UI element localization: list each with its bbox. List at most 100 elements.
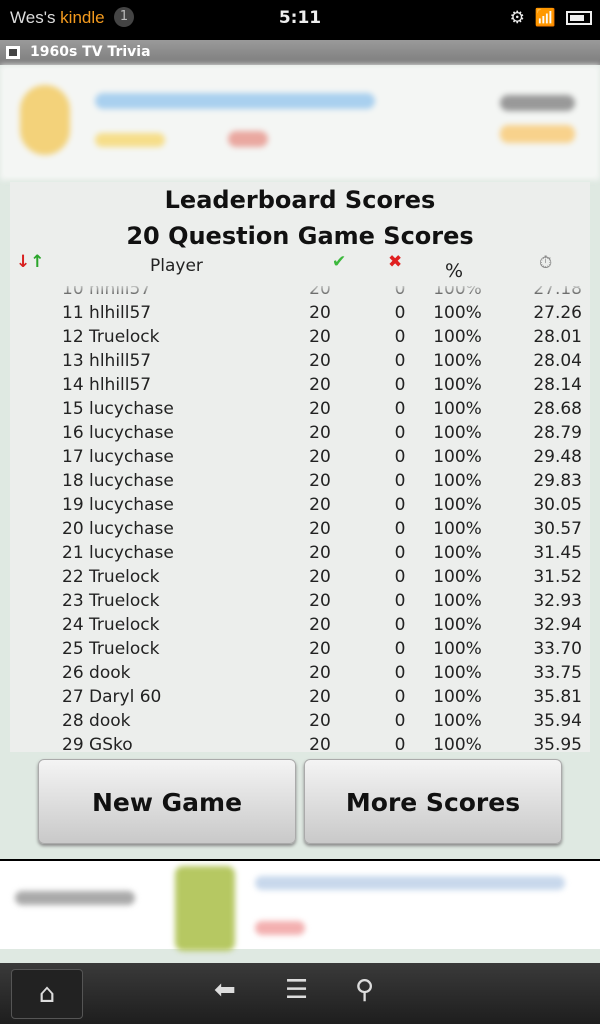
rank: 28 — [62, 711, 84, 731]
cell-correct: 20 — [309, 351, 331, 371]
cell-wrong: 0 — [394, 639, 406, 659]
bottom-ad-banner[interactable] — [0, 859, 600, 951]
app-title-bar: 1960s TV Trivia — [0, 40, 600, 65]
settings-gear-icon[interactable]: ⚙ — [509, 8, 525, 28]
player-name: lucychase — [89, 447, 174, 467]
table-row: 25 Truelock 20 0 100% 33.70 — [10, 637, 590, 661]
cell-wrong: 0 — [394, 591, 406, 611]
cell-percent: 100% — [433, 711, 482, 731]
top-ad-banner[interactable] — [0, 65, 600, 180]
stopwatch-icon[interactable]: ⏱ — [539, 253, 553, 273]
rank: 20 — [62, 519, 84, 539]
rank: 24 — [62, 615, 84, 635]
cell-wrong: 0 — [394, 519, 406, 539]
player-name: lucychase — [89, 495, 174, 515]
cell-wrong: 0 — [394, 303, 406, 323]
table-row: 18 lucychase 20 0 100% 29.83 — [10, 469, 590, 493]
back-arrow-icon[interactable]: ⬅ — [214, 975, 236, 1005]
column-header-player[interactable]: Player — [150, 256, 203, 276]
cell-wrong: 0 — [394, 711, 406, 731]
player-name: Truelock — [89, 639, 160, 659]
table-row: 17 lucychase 20 0 100% 29.48 — [10, 445, 590, 469]
cell-rank: 22 Truelock — [62, 565, 159, 589]
cell-wrong: 0 — [394, 735, 406, 752]
cell-time: 35.81 — [533, 687, 582, 707]
cell-time: 29.48 — [533, 447, 582, 467]
cell-correct: 20 — [309, 399, 331, 419]
table-row: 27 Daryl 60 20 0 100% 35.81 — [10, 685, 590, 709]
cell-percent: 100% — [433, 591, 482, 611]
player-name: hlhill57 — [89, 351, 152, 371]
cell-rank: 29 GSko — [62, 733, 133, 752]
player-name: GSko — [89, 735, 133, 752]
cell-correct: 20 — [309, 327, 331, 347]
cell-time: 33.75 — [533, 663, 582, 683]
cell-wrong: 0 — [394, 471, 406, 491]
cell-correct: 20 — [309, 495, 331, 515]
table-row: 19 lucychase 20 0 100% 30.05 — [10, 493, 590, 517]
status-bar: Wes's kindle 1 5:11 ⚙ 📶 — [0, 0, 600, 40]
rank: 26 — [62, 663, 84, 683]
more-scores-button[interactable]: More Scores — [304, 759, 562, 844]
rank: 25 — [62, 639, 84, 659]
wrong-x-icon[interactable]: ✖ — [388, 252, 403, 272]
cell-time: 32.93 — [533, 591, 582, 611]
table-row: 20 lucychase 20 0 100% 30.57 — [10, 517, 590, 541]
cell-time: 31.45 — [533, 543, 582, 563]
battery-icon — [566, 11, 592, 25]
menu-icon[interactable]: ☰ — [285, 975, 309, 1005]
table-row: 26 dook 20 0 100% 33.75 — [10, 661, 590, 685]
cell-correct: 20 — [309, 711, 331, 731]
cell-time: 28.79 — [533, 423, 582, 443]
leaderboard-subtitle: 20 Question Game Scores — [126, 222, 474, 250]
cell-rank: 11 hlhill57 — [62, 301, 151, 325]
player-name: Truelock — [89, 615, 160, 635]
player-name: lucychase — [89, 543, 174, 563]
cell-percent: 100% — [433, 519, 482, 539]
cell-time: 31.52 — [533, 567, 582, 587]
cell-wrong: 0 — [394, 567, 406, 587]
system-nav-bar: ⌂ ⬅ ☰ ⚲ — [0, 963, 600, 1024]
rank: 14 — [62, 375, 84, 395]
home-icon[interactable]: ⌂ — [11, 969, 83, 1019]
cell-wrong: 0 — [394, 447, 406, 467]
sort-arrows-icon[interactable]: ↓↑ — [16, 252, 45, 272]
app-icon — [6, 46, 20, 59]
player-name: Daryl 60 — [89, 687, 162, 707]
rank: 22 — [62, 567, 84, 587]
device-name: Wes's kindle — [10, 8, 105, 27]
player-name: dook — [89, 663, 131, 683]
rank: 16 — [62, 423, 84, 443]
cell-wrong: 0 — [394, 663, 406, 683]
search-icon[interactable]: ⚲ — [355, 975, 375, 1005]
cell-correct: 20 — [309, 543, 331, 563]
cell-percent: 100% — [433, 351, 482, 371]
cell-time: 30.05 — [533, 495, 582, 515]
notification-badge[interactable]: 1 — [114, 7, 134, 27]
cell-time: 29.83 — [533, 471, 582, 491]
cell-correct: 20 — [309, 519, 331, 539]
new-game-button[interactable]: New Game — [38, 759, 296, 844]
column-header-percent[interactable]: % — [445, 260, 464, 282]
player-name: Truelock — [89, 327, 160, 347]
table-row: 14 hlhill57 20 0 100% 28.14 — [10, 373, 590, 397]
cell-time: 27.26 — [533, 303, 582, 323]
cell-rank: 17 lucychase — [62, 445, 174, 469]
table-row: 13 hlhill57 20 0 100% 28.04 — [10, 349, 590, 373]
cell-wrong: 0 — [394, 327, 406, 347]
cell-correct: 20 — [309, 663, 331, 683]
cell-percent: 100% — [433, 663, 482, 683]
cell-correct: 20 — [309, 471, 331, 491]
correct-check-icon[interactable]: ✔ — [332, 252, 347, 272]
cell-time: 33.70 — [533, 639, 582, 659]
cell-correct: 20 — [309, 639, 331, 659]
cell-rank: 13 hlhill57 — [62, 349, 151, 373]
player-name: lucychase — [89, 471, 174, 491]
cell-percent: 100% — [433, 303, 482, 323]
cell-time: 30.57 — [533, 519, 582, 539]
cell-time: 35.95 — [533, 735, 582, 752]
rank: 21 — [62, 543, 84, 563]
table-row: 16 lucychase 20 0 100% 28.79 — [10, 421, 590, 445]
cell-rank: 24 Truelock — [62, 613, 159, 637]
